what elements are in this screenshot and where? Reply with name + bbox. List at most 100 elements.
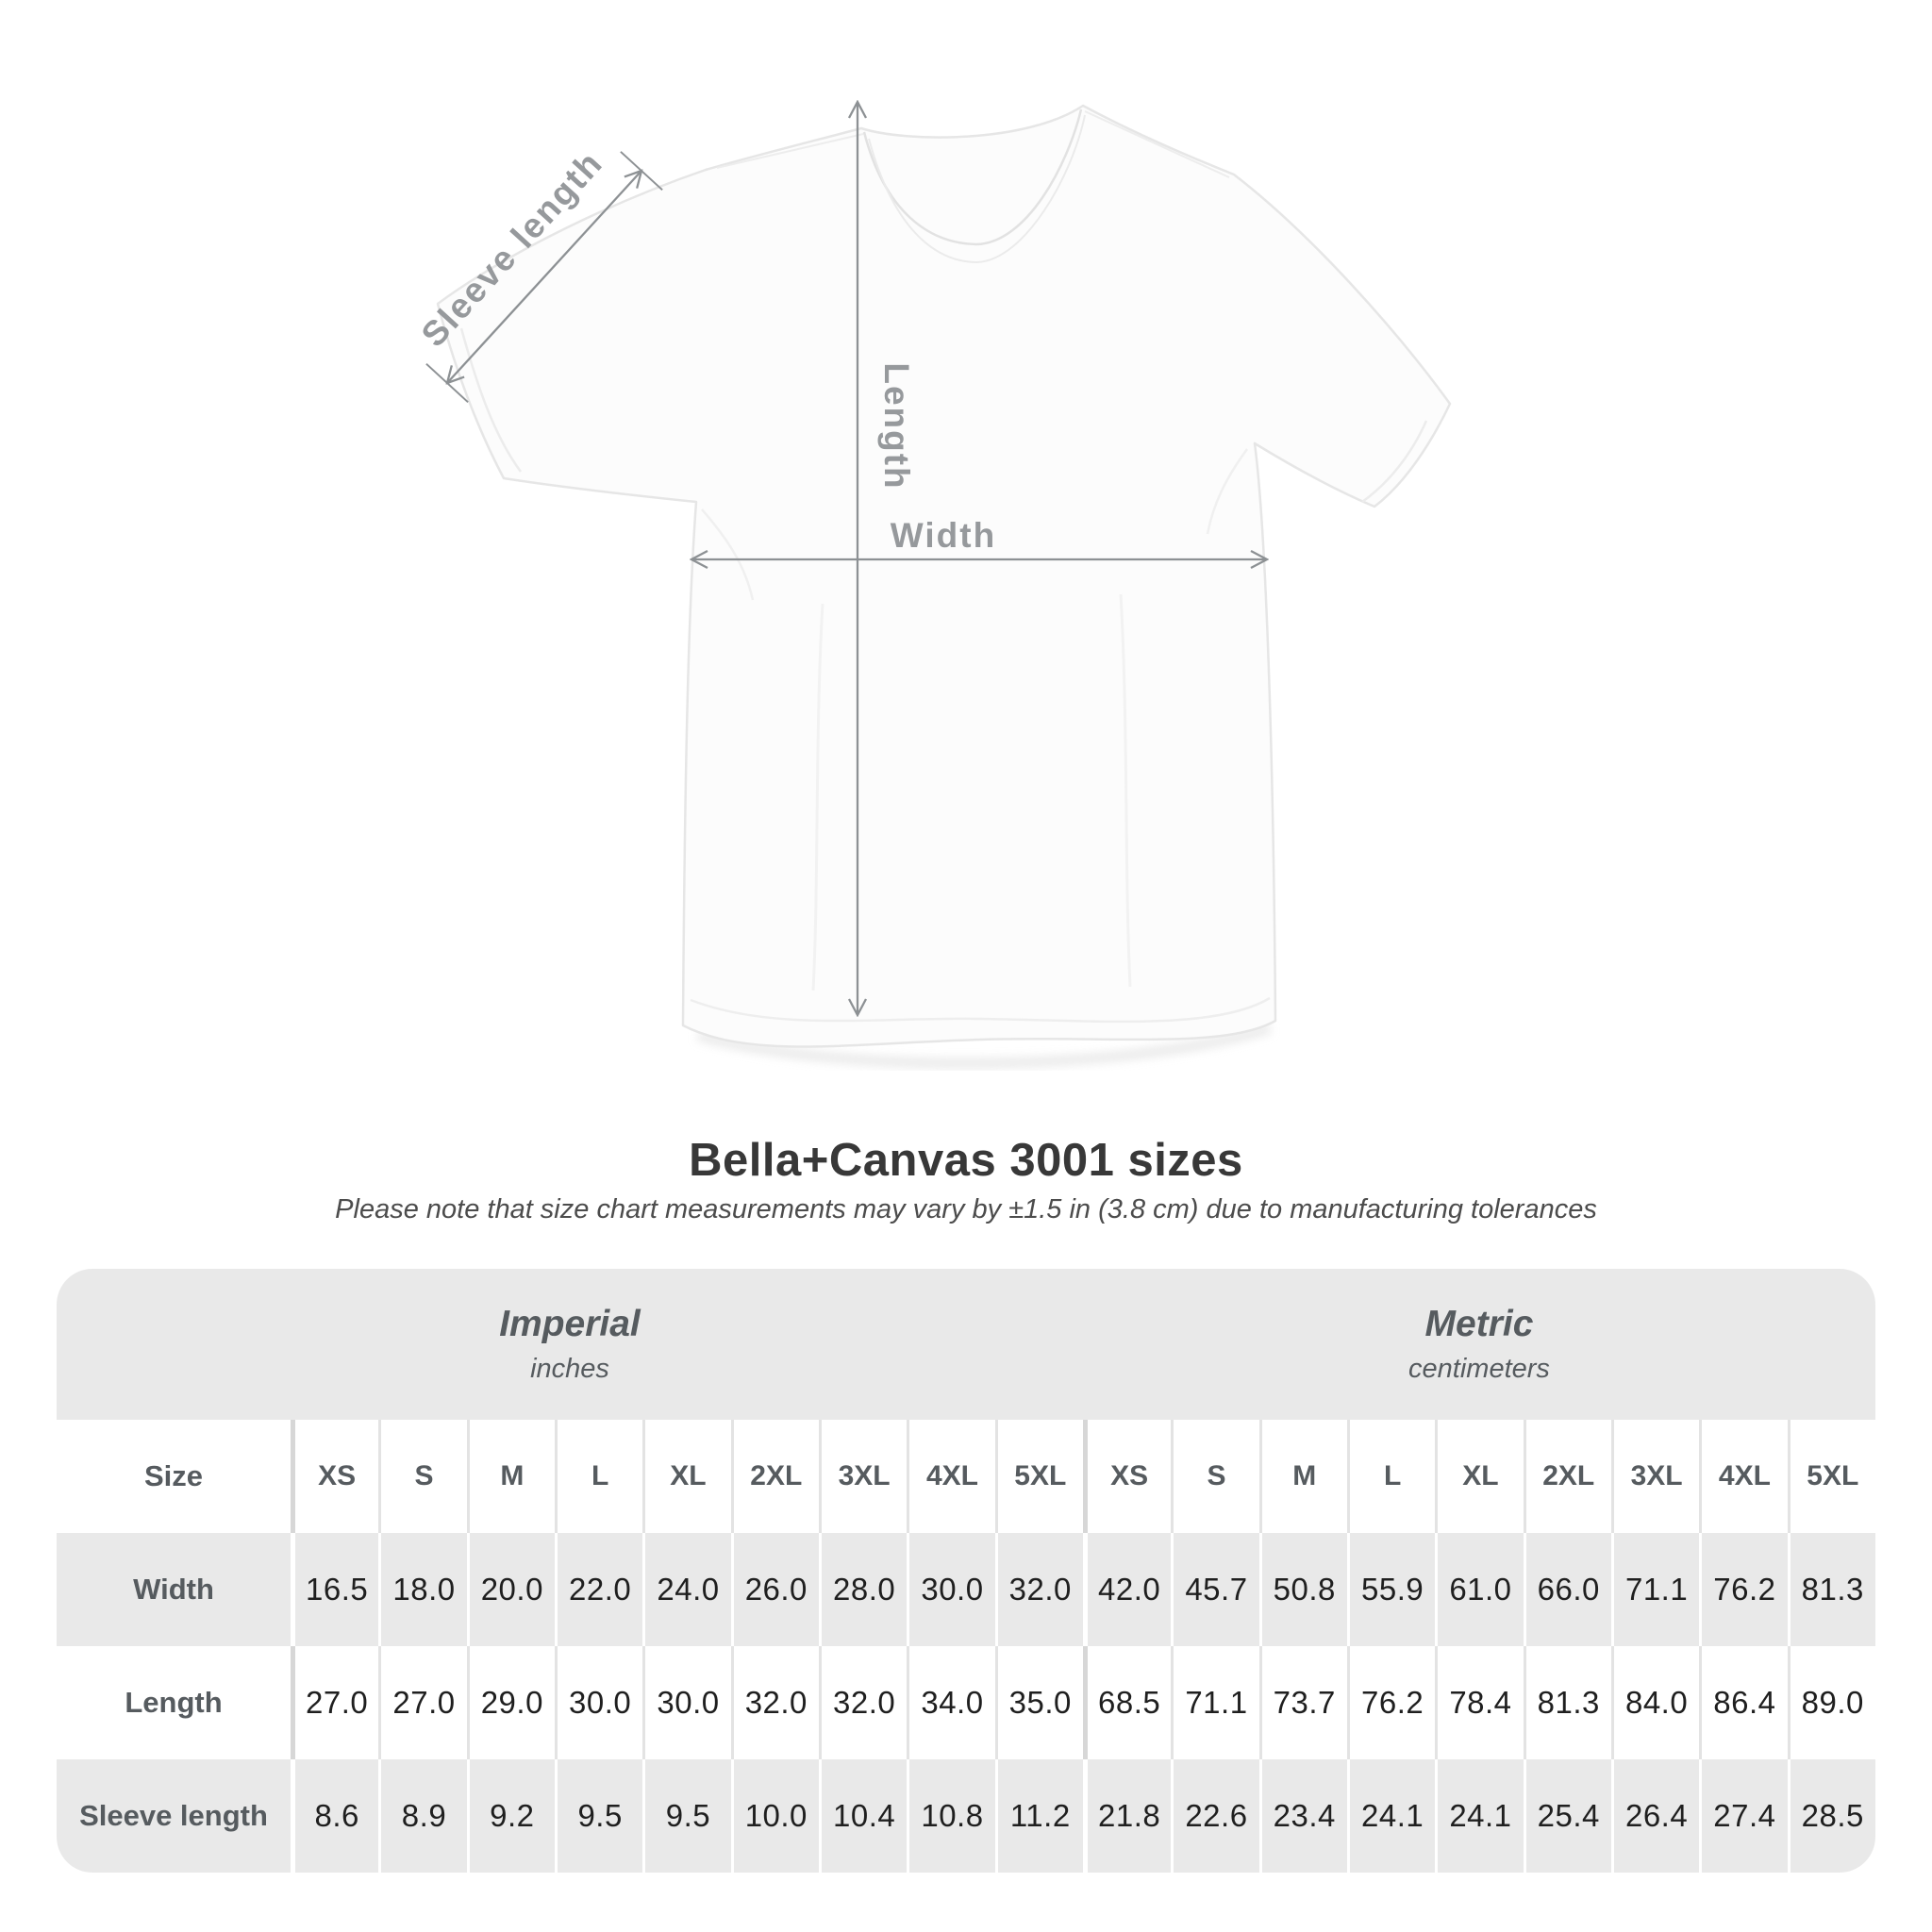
value-cell: 24.0 [642, 1533, 731, 1646]
value-cell: 30.0 [642, 1646, 731, 1759]
value-cell: 61.0 [1435, 1533, 1524, 1646]
value-cell: 18.0 [378, 1533, 467, 1646]
value-cell: 8.6 [291, 1759, 379, 1873]
value-cell: 30.0 [907, 1533, 995, 1646]
value-cell: 66.0 [1523, 1533, 1611, 1646]
value-cell: 71.1 [1610, 1533, 1700, 1646]
size-header-cell: XL [1435, 1420, 1524, 1533]
sleeve-length-row: Sleeve length 8.6 8.9 9.2 9.5 9.5 10.0 1… [57, 1759, 1875, 1873]
value-cell: 26.4 [1610, 1759, 1700, 1873]
size-header-cell: L [1346, 1420, 1436, 1533]
value-cell: 50.8 [1258, 1533, 1347, 1646]
value-cell: 28.5 [1787, 1759, 1875, 1873]
size-header-cell: XL [642, 1420, 731, 1533]
imperial-group-unit: inches [530, 1354, 609, 1384]
value-cell: 32.0 [994, 1533, 1083, 1646]
value-cell: 9.5 [554, 1759, 643, 1873]
metric-group-unit: centimeters [1408, 1354, 1550, 1384]
value-cell: 10.0 [730, 1759, 819, 1873]
value-cell: 45.7 [1171, 1533, 1259, 1646]
size-header-cell: 2XL [1523, 1420, 1611, 1533]
value-cell: 73.7 [1258, 1646, 1347, 1759]
value-cell: 86.4 [1699, 1646, 1788, 1759]
value-cell: 20.0 [466, 1533, 555, 1646]
tshirt-illustration [436, 104, 1452, 1069]
sizes-header-row: Size XS S M L XL 2XL 3XL 4XL 5XL XS S M … [57, 1420, 1875, 1533]
imperial-group-header: Imperial inches [57, 1269, 1083, 1420]
value-cell: 76.2 [1699, 1533, 1788, 1646]
value-cell: 81.3 [1787, 1533, 1875, 1646]
row-label: Sleeve length [57, 1759, 291, 1873]
row-label: Width [57, 1533, 291, 1646]
value-cell: 78.4 [1435, 1646, 1524, 1759]
size-header-cell: 4XL [907, 1420, 995, 1533]
value-cell: 24.1 [1346, 1759, 1436, 1873]
size-table-container: Imperial inches Metric centimeters Size … [57, 1269, 1875, 1873]
value-cell: 16.5 [291, 1533, 379, 1646]
value-cell: 89.0 [1787, 1646, 1875, 1759]
value-cell: 11.2 [994, 1759, 1083, 1873]
measurement-annotations [425, 102, 1267, 1015]
value-cell: 35.0 [994, 1646, 1083, 1759]
size-header-cell: XS [291, 1420, 379, 1533]
value-cell: 30.0 [554, 1646, 643, 1759]
page-title: Bella+Canvas 3001 sizes [689, 1135, 1243, 1186]
value-cell: 27.0 [378, 1646, 467, 1759]
value-cell: 25.4 [1523, 1759, 1611, 1873]
metric-group-name: Metric [1424, 1304, 1534, 1344]
value-cell: 27.4 [1699, 1759, 1788, 1873]
value-cell: 22.0 [554, 1533, 643, 1646]
size-header-cell: 5XL [994, 1420, 1083, 1533]
size-header-cell: 4XL [1699, 1420, 1788, 1533]
imperial-group-name: Imperial [499, 1304, 641, 1344]
length-row: Length 27.0 27.0 29.0 30.0 30.0 32.0 32.… [57, 1646, 1875, 1759]
value-cell: 84.0 [1610, 1646, 1700, 1759]
size-table: Imperial inches Metric centimeters Size … [57, 1269, 1875, 1873]
size-header-cell: 2XL [730, 1420, 819, 1533]
tolerance-note: Please note that size chart measurements… [335, 1194, 1597, 1224]
value-cell: 9.2 [466, 1759, 555, 1873]
size-header-cell: 3XL [1610, 1420, 1700, 1533]
value-cell: 21.8 [1082, 1759, 1172, 1873]
value-cell: 22.6 [1171, 1759, 1259, 1873]
row-label: Length [57, 1646, 291, 1759]
value-cell: 24.1 [1435, 1759, 1524, 1873]
metric-group-header: Metric centimeters [1082, 1269, 1875, 1420]
size-header-cell: S [1171, 1420, 1259, 1533]
value-cell: 29.0 [466, 1646, 555, 1759]
value-cell: 42.0 [1082, 1533, 1172, 1646]
value-cell: 9.5 [642, 1759, 731, 1873]
size-column-label: Size [57, 1420, 291, 1533]
value-cell: 32.0 [730, 1646, 819, 1759]
value-cell: 27.0 [291, 1646, 379, 1759]
sleeve-dimension-line [447, 171, 641, 383]
sleeve-dimension-tick-bottom [425, 362, 469, 404]
length-label: Length [877, 362, 916, 490]
width-row: Width 16.5 18.0 20.0 22.0 24.0 26.0 28.0… [57, 1533, 1875, 1646]
value-cell: 28.0 [818, 1533, 908, 1646]
value-cell: 34.0 [907, 1646, 995, 1759]
value-cell: 81.3 [1523, 1646, 1611, 1759]
size-header-cell: L [554, 1420, 643, 1533]
unit-groups-row: Imperial inches Metric centimeters [57, 1269, 1875, 1420]
value-cell: 68.5 [1082, 1646, 1172, 1759]
value-cell: 23.4 [1258, 1759, 1347, 1873]
value-cell: 26.0 [730, 1533, 819, 1646]
size-header-cell: XS [1082, 1420, 1172, 1533]
width-label: Width [891, 516, 996, 555]
size-header-cell: 3XL [818, 1420, 908, 1533]
value-cell: 10.8 [907, 1759, 995, 1873]
value-cell: 10.4 [818, 1759, 908, 1873]
value-cell: 8.9 [378, 1759, 467, 1873]
value-cell: 76.2 [1346, 1646, 1436, 1759]
size-header-cell: M [466, 1420, 555, 1533]
value-cell: 32.0 [818, 1646, 908, 1759]
size-header-cell: S [378, 1420, 467, 1533]
value-cell: 71.1 [1171, 1646, 1259, 1759]
size-header-cell: 5XL [1787, 1420, 1875, 1533]
size-header-cell: M [1258, 1420, 1347, 1533]
value-cell: 55.9 [1346, 1533, 1436, 1646]
sleeve-dimension-tick-top [620, 151, 663, 192]
